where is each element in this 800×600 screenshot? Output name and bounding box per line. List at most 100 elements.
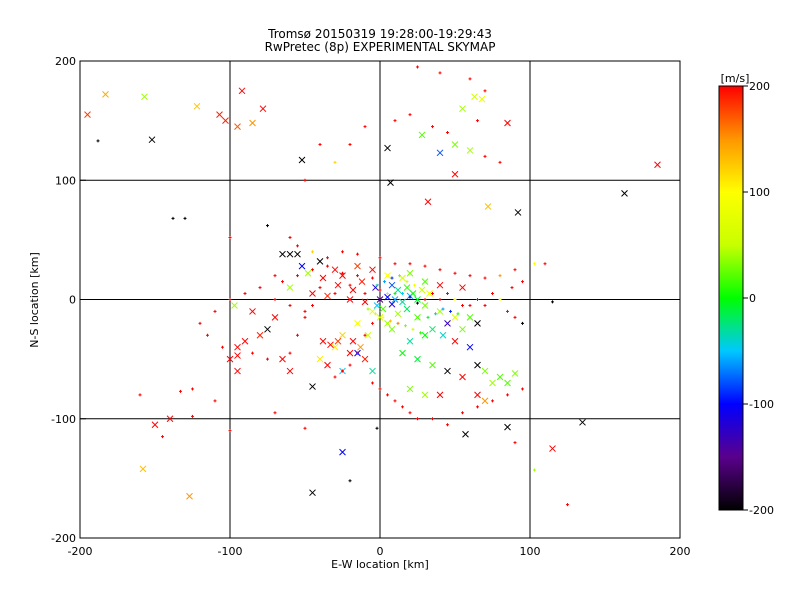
data-point <box>375 426 379 430</box>
data-point <box>404 324 407 328</box>
data-point <box>474 361 481 369</box>
data-point <box>388 325 396 333</box>
data-point <box>449 309 452 313</box>
data-point <box>468 303 472 307</box>
data-point <box>476 298 479 301</box>
data-point <box>222 117 229 124</box>
data-point <box>418 286 426 294</box>
data-point <box>468 77 472 81</box>
data-point <box>441 307 445 311</box>
data-point <box>466 147 474 154</box>
data-point <box>271 314 279 321</box>
data-point <box>476 119 479 123</box>
data-point <box>249 119 256 127</box>
data-point <box>549 445 556 452</box>
data-point <box>504 379 511 387</box>
data-point <box>373 302 381 309</box>
data-point <box>378 387 382 391</box>
data-point <box>438 298 442 301</box>
data-point <box>303 178 307 182</box>
data-point <box>408 295 412 299</box>
data-point <box>363 292 367 296</box>
y-tick-label: 0 <box>69 294 76 307</box>
data-point <box>234 343 241 351</box>
data-point <box>303 426 307 430</box>
colorbar-tick-label: -200 <box>749 504 774 517</box>
data-point <box>356 351 359 355</box>
data-point <box>431 417 434 421</box>
data-point <box>446 423 449 427</box>
data-point <box>378 288 382 292</box>
data-point <box>348 363 352 367</box>
data-point <box>511 370 519 377</box>
data-point <box>356 274 359 278</box>
data-point <box>481 367 489 375</box>
data-point <box>288 351 292 355</box>
data-point <box>521 321 524 325</box>
colorbar <box>718 85 744 511</box>
data-point <box>213 399 217 403</box>
data-point <box>266 224 269 228</box>
data-point <box>506 393 509 397</box>
data-point <box>416 301 419 305</box>
data-point <box>474 319 481 327</box>
data-point <box>399 349 406 357</box>
data-point <box>474 391 481 399</box>
data-point <box>403 305 411 313</box>
data-point <box>459 284 466 291</box>
data-point <box>251 351 254 355</box>
data-point <box>451 314 459 321</box>
data-point <box>333 375 337 379</box>
data-point <box>311 250 314 254</box>
data-point <box>226 355 234 363</box>
data-point <box>491 292 494 296</box>
data-point <box>429 325 436 333</box>
data-point <box>388 300 396 308</box>
data-point <box>273 298 277 301</box>
data-point <box>521 280 524 284</box>
data-point <box>238 87 246 95</box>
colorbar-tick-label: 0 <box>749 292 756 305</box>
data-point <box>309 383 316 390</box>
data-point <box>318 286 322 290</box>
data-point <box>273 411 277 415</box>
data-point <box>151 421 159 429</box>
data-point <box>478 95 486 103</box>
data-point <box>496 373 504 381</box>
data-point <box>414 296 421 303</box>
data-point <box>354 319 361 327</box>
data-point <box>466 343 474 351</box>
data-point <box>459 325 466 333</box>
data-point <box>436 391 444 399</box>
data-point <box>579 418 586 426</box>
data-point <box>389 319 392 323</box>
data-point <box>341 271 344 275</box>
data-point <box>318 142 322 146</box>
data-point <box>279 250 286 258</box>
data-point <box>366 307 370 311</box>
data-point <box>396 321 400 325</box>
data-point <box>453 271 457 275</box>
data-point <box>401 292 404 296</box>
x-tick-label: 200 <box>670 545 691 558</box>
data-point <box>102 91 109 98</box>
axis-ticks: -200 -100 0 100 200 -200 -100 0 100 200 <box>51 55 690 558</box>
data-point <box>334 281 342 289</box>
data-point <box>213 309 217 313</box>
data-point <box>483 276 487 280</box>
y-tick-label: 200 <box>55 55 76 68</box>
data-point <box>434 312 437 316</box>
data-point <box>378 256 382 260</box>
data-point <box>423 298 427 301</box>
data-point <box>481 397 489 405</box>
data-point <box>348 142 352 146</box>
data-point <box>331 266 339 274</box>
data-point <box>414 355 421 363</box>
data-point <box>476 405 479 409</box>
data-point <box>364 331 372 339</box>
data-point <box>406 269 414 277</box>
data-point <box>498 160 502 164</box>
data-point <box>234 352 241 359</box>
y-axis-label: N-S location [km] <box>28 252 41 348</box>
data-point <box>228 235 232 239</box>
